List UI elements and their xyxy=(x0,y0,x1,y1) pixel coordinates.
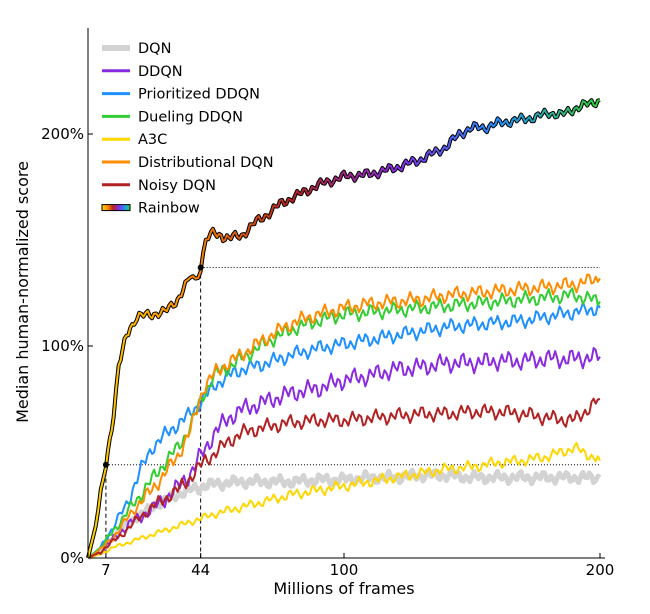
reference-marker-1 xyxy=(197,264,204,271)
legend-label-rainbow: Rainbow xyxy=(138,201,200,217)
x-tick-label: 200 xyxy=(586,561,615,579)
x-tick-label: 100 xyxy=(330,561,359,579)
legend-label-dueling-ddqn: Dueling DDQN xyxy=(138,109,243,125)
axes-layer xyxy=(87,28,605,559)
legend: DQN DDQN Prioritized DDQN Dueling DDQN A3C Di… xyxy=(101,41,274,217)
series-line-dueling-ddqn xyxy=(87,287,601,559)
legend-label-prioritized-ddqn: Prioritized DDQN xyxy=(138,87,260,103)
legend-label-dqn: DQN xyxy=(138,41,171,57)
y-tick-label: 100% xyxy=(41,337,84,355)
y-axis-label: Median human-normalized score xyxy=(13,161,32,423)
series-line-ddqn xyxy=(87,347,601,559)
reference-marker-0 xyxy=(102,461,109,468)
series-layer xyxy=(86,98,602,561)
series-line-a3c xyxy=(87,441,601,559)
y-tick-label: 200% xyxy=(41,125,84,143)
legend-swatch-rainbow xyxy=(101,204,131,212)
legend-label-ddqn: DDQN xyxy=(138,64,183,80)
x-axis-label: Millions of frames xyxy=(273,579,414,598)
legend-label-noisy-dqn: Noisy DQN xyxy=(138,178,216,194)
legend-label-a3c: A3C xyxy=(138,132,167,148)
y-tick-label: 0% xyxy=(60,549,84,567)
series-line-distributional-dqn xyxy=(87,273,601,559)
series-line-noisy-dqn xyxy=(87,397,601,559)
x-tick-label: 7 xyxy=(101,561,111,579)
series-line-rainbow xyxy=(87,99,601,559)
x-tick-label: 44 xyxy=(191,561,210,579)
legend-label-distributional-dqn: Distributional DQN xyxy=(138,155,274,171)
series-line-prioritized-ddqn xyxy=(87,301,601,559)
ticks-layer: 7 44 100 200 0% 100% 200% xyxy=(41,125,614,579)
